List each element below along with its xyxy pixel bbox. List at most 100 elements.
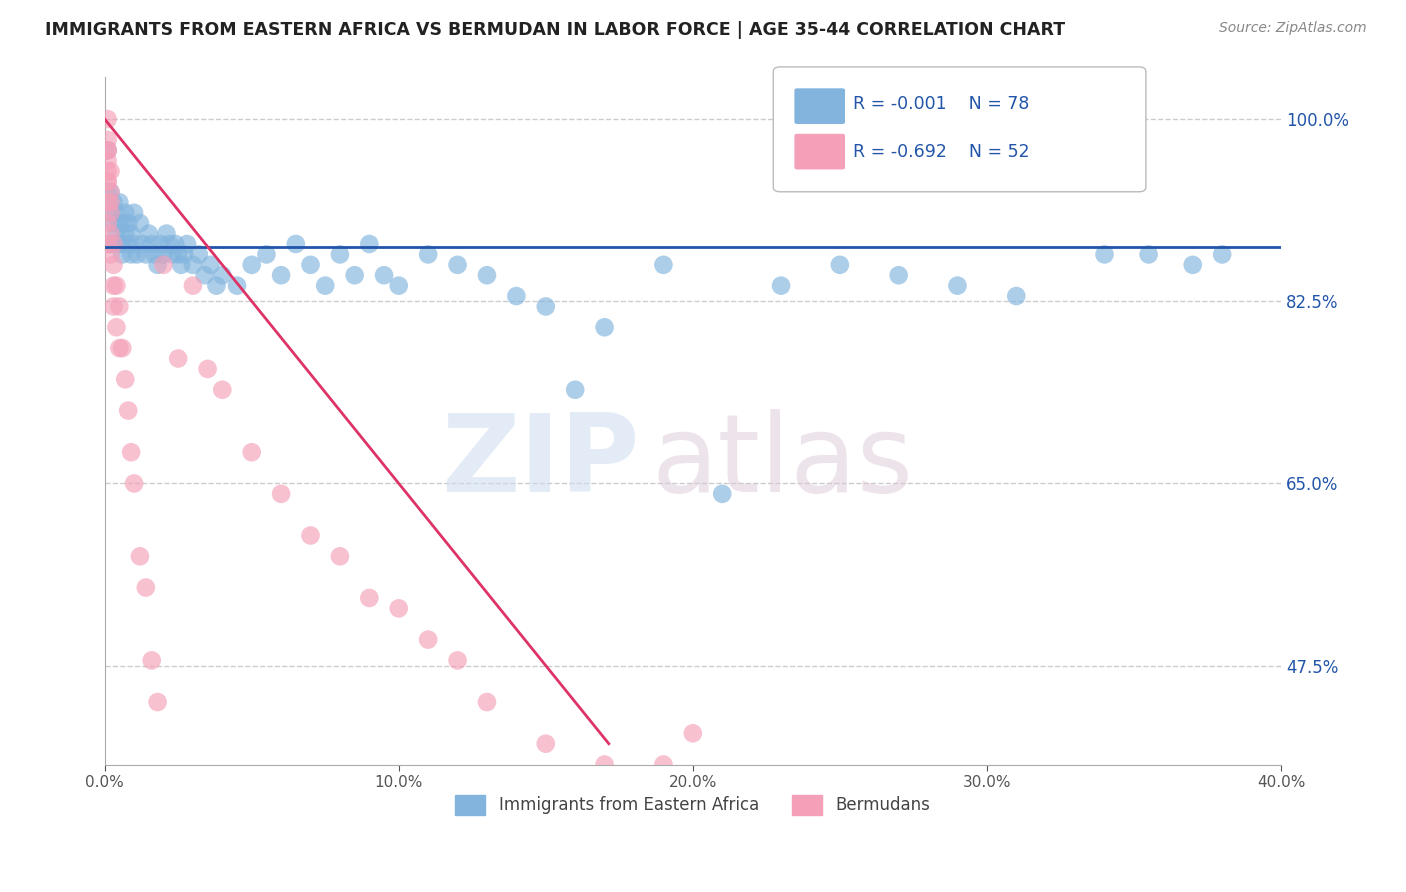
Point xyxy=(146,258,169,272)
Point xyxy=(226,278,249,293)
Point xyxy=(505,289,527,303)
Point xyxy=(97,144,120,158)
Point xyxy=(167,247,190,261)
Point xyxy=(211,383,233,397)
Point xyxy=(155,227,177,241)
Point xyxy=(314,278,336,293)
Point xyxy=(111,237,134,252)
Point xyxy=(534,300,557,314)
Point xyxy=(120,445,142,459)
Point xyxy=(418,632,440,647)
Point xyxy=(211,268,233,283)
Point xyxy=(194,268,217,283)
Point xyxy=(105,320,128,334)
Point xyxy=(97,144,120,158)
Point xyxy=(1181,258,1204,272)
Point xyxy=(117,403,139,417)
Point xyxy=(187,247,209,261)
Point xyxy=(122,237,145,252)
Point xyxy=(125,247,148,261)
Point xyxy=(138,227,160,241)
Point xyxy=(97,175,120,189)
Point xyxy=(141,653,163,667)
Point xyxy=(108,237,131,252)
Point xyxy=(122,206,145,220)
Point xyxy=(129,549,152,564)
Point xyxy=(887,268,910,283)
Point xyxy=(446,258,468,272)
Point xyxy=(157,237,180,252)
Point xyxy=(120,247,142,261)
Point xyxy=(359,591,381,605)
Point xyxy=(254,247,277,261)
Point xyxy=(593,757,616,772)
Point xyxy=(103,258,125,272)
Point xyxy=(240,445,263,459)
Point xyxy=(167,351,190,366)
Point xyxy=(1137,247,1160,261)
Point xyxy=(105,206,128,220)
Point xyxy=(100,206,122,220)
Point xyxy=(299,258,322,272)
Point xyxy=(388,601,411,615)
Text: atlas: atlas xyxy=(651,409,914,516)
Point xyxy=(359,237,381,252)
Point xyxy=(103,195,125,210)
Point xyxy=(770,278,793,293)
Text: R = -0.692    N = 52: R = -0.692 N = 52 xyxy=(853,143,1031,161)
Point xyxy=(165,237,187,252)
Point xyxy=(299,528,322,542)
Point xyxy=(946,278,969,293)
Point xyxy=(205,278,228,293)
Point xyxy=(652,757,675,772)
Point xyxy=(162,247,184,261)
Point xyxy=(711,487,734,501)
Point xyxy=(111,216,134,230)
Point xyxy=(103,300,125,314)
Point xyxy=(146,695,169,709)
Point xyxy=(97,144,120,158)
Point xyxy=(388,278,411,293)
Point xyxy=(108,300,131,314)
Point xyxy=(475,268,498,283)
Point xyxy=(143,247,166,261)
Point xyxy=(181,278,204,293)
Point xyxy=(1094,247,1116,261)
Point xyxy=(343,268,366,283)
Point xyxy=(117,237,139,252)
Point xyxy=(103,237,125,252)
Point xyxy=(100,247,122,261)
Text: Source: ZipAtlas.com: Source: ZipAtlas.com xyxy=(1219,21,1367,36)
Point xyxy=(108,216,131,230)
Text: R = -0.001    N = 78: R = -0.001 N = 78 xyxy=(853,95,1029,113)
Point xyxy=(270,268,292,283)
Point xyxy=(114,227,136,241)
Point xyxy=(593,320,616,334)
Point xyxy=(100,227,122,241)
Point xyxy=(97,237,120,252)
Point xyxy=(141,237,163,252)
Point xyxy=(117,216,139,230)
Point xyxy=(97,153,120,168)
Point xyxy=(111,247,134,261)
Legend: Immigrants from Eastern Africa, Bermudans: Immigrants from Eastern Africa, Bermudan… xyxy=(456,796,931,814)
Point xyxy=(240,258,263,272)
Point xyxy=(105,278,128,293)
Point xyxy=(828,258,851,272)
Point xyxy=(475,695,498,709)
Point xyxy=(97,185,120,199)
Point xyxy=(103,278,125,293)
Point xyxy=(97,195,120,210)
Point xyxy=(329,247,352,261)
Point xyxy=(446,653,468,667)
Point xyxy=(373,268,395,283)
Text: IMMIGRANTS FROM EASTERN AFRICA VS BERMUDAN IN LABOR FORCE | AGE 35-44 CORRELATIO: IMMIGRANTS FROM EASTERN AFRICA VS BERMUD… xyxy=(45,21,1066,39)
Point xyxy=(564,383,586,397)
Point xyxy=(114,206,136,220)
Point xyxy=(97,175,120,189)
Point xyxy=(152,258,174,272)
Point xyxy=(418,247,440,261)
Point xyxy=(152,247,174,261)
Point xyxy=(111,341,134,355)
Point xyxy=(1005,289,1028,303)
